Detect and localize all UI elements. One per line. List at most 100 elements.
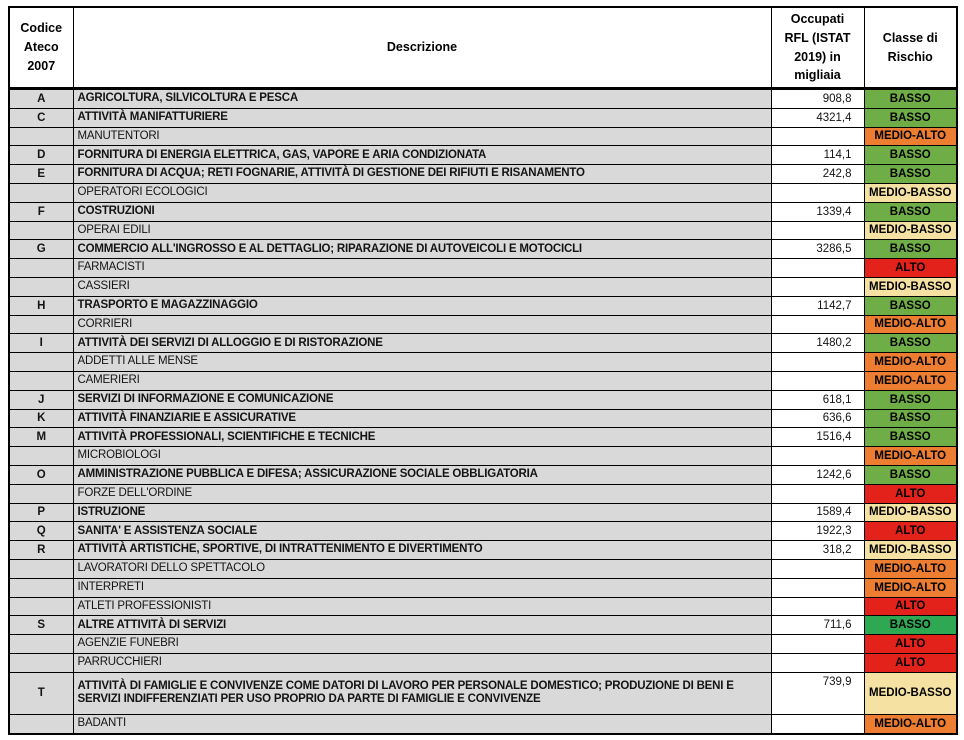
cell-ateco-code: H <box>8 295 74 316</box>
table-header: Codice Ateco 2007 Descrizione Occupati R… <box>8 6 958 90</box>
table-row: ADDETTI ALLE MENSE MEDIO-ALTO <box>8 352 958 372</box>
header-descrizione: Descrizione <box>72 6 772 90</box>
cell-description: ISTRUZIONE <box>72 502 772 523</box>
cell-description: AMMINISTRAZIONE PUBBLICA E DIFESA; ASSIC… <box>72 464 772 485</box>
cell-ateco-code <box>8 483 74 504</box>
cell-risk-class-badge: MEDIO-ALTO <box>863 713 958 735</box>
cell-description: MICROBIOLOGI <box>72 446 772 466</box>
cell-risk-class-badge: MEDIO-BASSO <box>863 671 958 715</box>
table-row: D FORNITURA DI ENERGIA ELETTRICA, GAS, VA… <box>8 145 958 166</box>
cell-description: MANUTENTORI <box>72 126 772 147</box>
cell-description: OPERATORI ECOLOGICI <box>72 182 772 203</box>
cell-risk-class-badge: MEDIO-BASSO <box>863 182 958 203</box>
cell-occupati-value: 1242,6 <box>770 464 865 485</box>
cell-ateco-code: I <box>8 333 74 354</box>
table-row: LAVORATORI DELLO SPETTACOLO MEDIO-ALTO <box>8 558 958 579</box>
cell-ateco-code: F <box>8 201 74 222</box>
cell-description: COMMERCIO ALL'INGROSSO E AL DETTAGLIO; R… <box>72 239 772 260</box>
cell-occupati-value <box>770 352 865 372</box>
table-row: E FORNITURA DI ACQUA; RETI FOGNARIE, ATTI… <box>8 164 958 184</box>
cell-description: AGENZIE FUNEBRI <box>72 634 772 654</box>
cell-risk-class-badge: BASSO <box>863 145 958 166</box>
cell-occupati-value <box>770 483 865 504</box>
table-row: P ISTRUZIONE 1589,4 MEDIO-BASSO <box>8 502 958 523</box>
cell-risk-class-badge: BASSO <box>863 427 958 448</box>
cell-risk-class-badge: BASSO <box>863 408 958 429</box>
cell-risk-class-badge: MEDIO-ALTO <box>863 446 958 466</box>
cell-description: ATTIVITÀ FINANZIARIE E ASSICURATIVE <box>72 408 772 429</box>
cell-occupati-value <box>770 258 865 278</box>
table-row: O AMMINISTRAZIONE PUBBLICA E DIFESA; ASSI… <box>8 464 958 485</box>
cell-occupati-value <box>770 182 865 203</box>
cell-risk-class-badge: ALTO <box>863 521 958 542</box>
cell-occupati-value: 739,9 <box>770 671 865 715</box>
table-row: R ATTIVITÀ ARTISTICHE, SPORTIVE, DI INTRA… <box>8 540 958 560</box>
cell-ateco-code <box>8 596 74 617</box>
cell-occupati-value <box>770 126 865 147</box>
cell-occupati-value: 636,6 <box>770 408 865 429</box>
table-row: T ATTIVITÀ DI FAMIGLIE E CONVIVENZE COME … <box>8 671 958 715</box>
table-row: K ATTIVITÀ FINANZIARIE E ASSICURATIVE 636,… <box>8 408 958 429</box>
cell-risk-class-badge: BASSO <box>863 88 958 109</box>
cell-risk-class-badge: MEDIO-BASSO <box>863 540 958 560</box>
cell-description: ALTRE ATTIVITÀ DI SERVIZI <box>72 615 772 636</box>
table-row: H TRASPORTO E MAGAZZINAGGIO 1142,7 BASSO <box>8 295 958 316</box>
cell-occupati-value: 3286,5 <box>770 239 865 260</box>
cell-ateco-code: R <box>8 540 74 560</box>
cell-description: ATLETI PROFESSIONISTI <box>72 596 772 617</box>
header-codice-ateco: Codice Ateco 2007 <box>8 6 74 90</box>
table-row: OPERAI EDILI MEDIO-BASSO <box>8 220 958 241</box>
table-row: FORZE DELL'ORDINE ALTO <box>8 483 958 504</box>
cell-occupati-value: 1142,7 <box>770 295 865 316</box>
table-row: OPERATORI ECOLOGICI MEDIO-BASSO <box>8 182 958 203</box>
cell-occupati-value: 618,1 <box>770 389 865 410</box>
cell-ateco-code: K <box>8 408 74 429</box>
cell-ateco-code: E <box>8 164 74 184</box>
cell-ateco-code <box>8 577 74 598</box>
cell-ateco-code: Q <box>8 521 74 542</box>
cell-description: CORRIERI <box>72 314 772 335</box>
cell-ateco-code <box>8 713 74 735</box>
table-row: A AGRICOLTURA, SILVICOLTURA E PESCA 908,8 B… <box>8 88 958 109</box>
cell-risk-class-badge: ALTO <box>863 483 958 504</box>
table-row: MICROBIOLOGI MEDIO-ALTO <box>8 446 958 466</box>
table-row: F COSTRUZIONI 1339,4 BASSO <box>8 201 958 222</box>
cell-description: FORZE DELL'ORDINE <box>72 483 772 504</box>
cell-risk-class-badge: BASSO <box>863 201 958 222</box>
cell-ateco-code <box>8 652 74 673</box>
cell-risk-class-badge: MEDIO-BASSO <box>863 276 958 297</box>
cell-description: FARMACISTI <box>72 258 772 278</box>
cell-occupati-value <box>770 713 865 735</box>
cell-ateco-code <box>8 352 74 372</box>
cell-risk-class-badge: BASSO <box>863 164 958 184</box>
cell-occupati-value: 1922,3 <box>770 521 865 542</box>
cell-ateco-code: C <box>8 107 74 128</box>
table-row: INTERPRETI MEDIO-ALTO <box>8 577 958 598</box>
cell-ateco-code <box>8 220 74 241</box>
table-row: MANUTENTORI MEDIO-ALTO <box>8 126 958 147</box>
cell-risk-class-badge: MEDIO-ALTO <box>863 558 958 579</box>
cell-description: SANITA' E ASSISTENZA SOCIALE <box>72 521 772 542</box>
cell-occupati-value: 4321,4 <box>770 107 865 128</box>
cell-risk-class-badge: MEDIO-ALTO <box>863 314 958 335</box>
cell-occupati-value <box>770 220 865 241</box>
table-row: BADANTI MEDIO-ALTO <box>8 713 958 735</box>
cell-ateco-code: J <box>8 389 74 410</box>
cell-description: ATTIVITÀ PROFESSIONALI, SCIENTIFICHE E T… <box>72 427 772 448</box>
cell-description: OPERAI EDILI <box>72 220 772 241</box>
cell-risk-class-badge: ALTO <box>863 634 958 654</box>
table-row: C ATTIVITÀ MANIFATTURIERE 4321,4 BASSO <box>8 107 958 128</box>
cell-description: ATTIVITÀ MANIFATTURIERE <box>72 107 772 128</box>
cell-description: ATTIVITÀ ARTISTICHE, SPORTIVE, DI INTRAT… <box>72 540 772 560</box>
cell-description: FORNITURA DI ACQUA; RETI FOGNARIE, ATTIV… <box>72 164 772 184</box>
table-row: ATLETI PROFESSIONISTI ALTO <box>8 596 958 617</box>
cell-risk-class-badge: MEDIO-ALTO <box>863 577 958 598</box>
cell-description: LAVORATORI DELLO SPETTACOLO <box>72 558 772 579</box>
cell-occupati-value: 114,1 <box>770 145 865 166</box>
cell-risk-class-badge: BASSO <box>863 333 958 354</box>
cell-occupati-value <box>770 558 865 579</box>
cell-description: COSTRUZIONI <box>72 201 772 222</box>
cell-occupati-value: 1339,4 <box>770 201 865 222</box>
cell-ateco-code <box>8 558 74 579</box>
cell-ateco-code <box>8 370 74 391</box>
